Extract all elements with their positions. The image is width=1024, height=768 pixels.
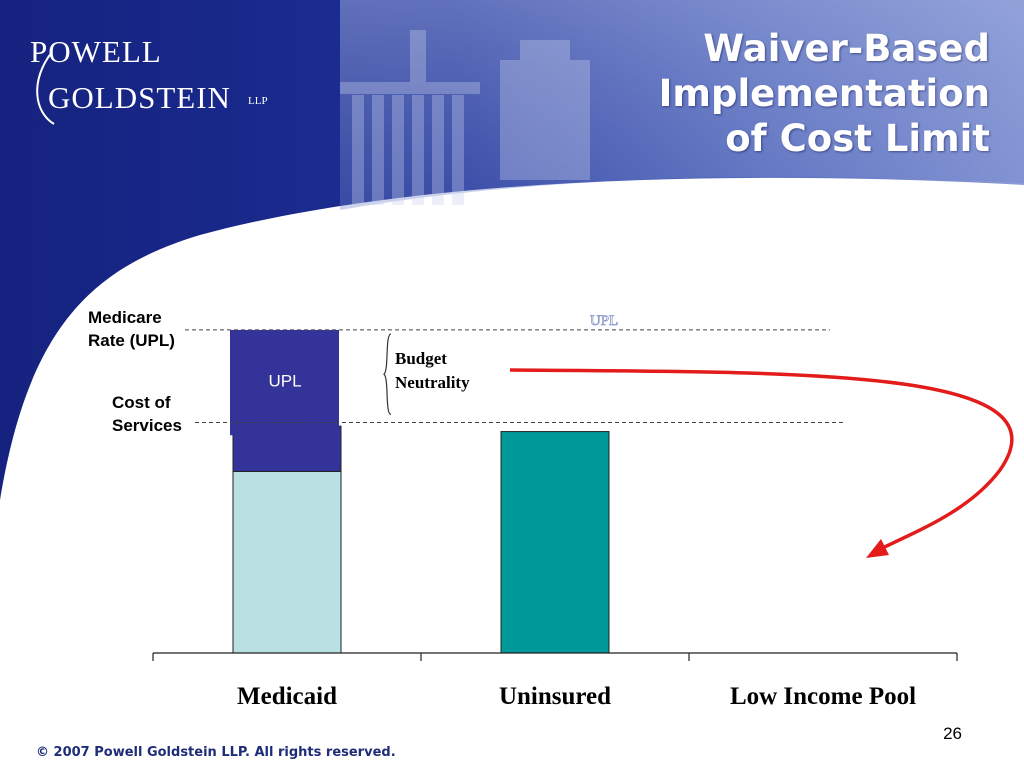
bar-medicaid-segment-0 — [232, 471, 342, 654]
cost-of-services-label-2: Services — [112, 416, 182, 435]
budget-neutrality-label-1: Budget — [395, 349, 447, 368]
bar-uninsured-segment-2 — [500, 431, 610, 654]
x-tick-label-medicaid: Medicaid — [237, 683, 337, 710]
logo-swoosh — [36, 51, 55, 125]
copyright: © 2007 Powell Goldstein LLP. All rights … — [36, 745, 396, 760]
red-curved-arrow — [509, 368, 1014, 553]
page-number: 26 — [943, 724, 962, 743]
logo-suffix: LLP — [248, 95, 268, 107]
cost-of-services-label-1: Cost of — [112, 393, 171, 412]
upl-bar-label: UPL — [268, 371, 301, 390]
red-arrow-head — [866, 539, 889, 558]
title-line3: of Cost Limit — [725, 117, 990, 160]
title-line2: Implementation — [658, 72, 990, 115]
x-tick-label-low-income-pool: Low Income Pool — [730, 683, 916, 710]
title-line1: Waiver-Based — [703, 27, 990, 70]
logo-line1: POWELL — [30, 34, 162, 69]
budget-neutrality-label-2: Neutrality — [395, 373, 470, 392]
slide-title: Waiver-Based Implementation of Cost Limi… — [659, 26, 990, 161]
budget-neutrality-brace — [383, 333, 392, 416]
upl-block — [230, 329, 339, 436]
building-photo — [340, 30, 590, 205]
upl-faint-label: UPL — [590, 313, 618, 329]
medicare-rate-label-1: Medicare — [88, 308, 162, 327]
logo-line2: GOLDSTEIN — [48, 80, 231, 115]
x-tick-label-uninsured: Uninsured — [499, 683, 611, 710]
medicare-rate-label-2: Rate (UPL) — [88, 331, 175, 350]
